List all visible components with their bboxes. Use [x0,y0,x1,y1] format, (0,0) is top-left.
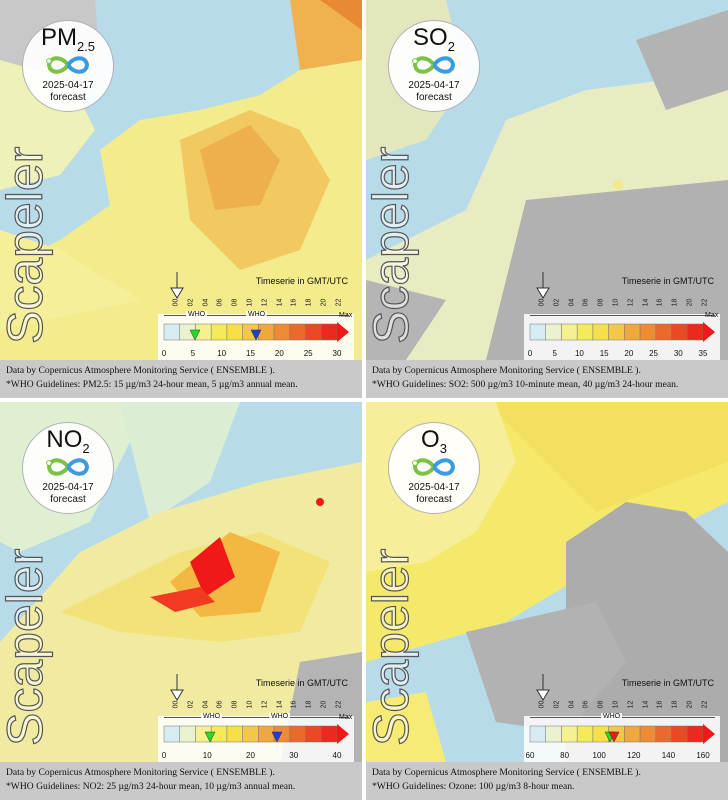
who-marker-blue-icon [271,731,283,743]
data-source-footer: Data by Copernicus Atmosphere Monitoring… [0,360,362,398]
legend-tick-label: 40 [332,751,342,760]
legend-tick-label: 35 [698,349,708,358]
pollution-map [366,402,728,762]
svg-text:Scapeler: Scapeler [2,147,53,344]
data-source-text: Data by Copernicus Atmosphere Monitoring… [372,767,641,778]
legend-tick-label: 30 [332,349,342,358]
scapeler-infinity-logo-icon [412,458,456,476]
legend-tick-label: 5 [552,349,557,358]
forecast-label: forecast [416,92,452,103]
forecast-map-panel: Scapeler SO2 2025-04-17 forecast Timeser… [366,0,728,398]
arrow-down-icon [536,674,550,701]
legend-tick-label: 0 [161,751,167,760]
pollutant-title: PM2.5 [40,24,96,55]
scapeler-watermark: Scapeler [368,548,420,747]
legend-tick-label: 15 [246,349,255,358]
color-scale-legend [163,322,349,342]
who-marker-green-icon [204,731,216,743]
who-label: WHO [601,713,623,720]
timeline-line [530,315,715,316]
who-label: WHO [186,311,208,318]
legend-tick-label: 0 [161,349,167,358]
timeserie-label: Timeserie in GMT/UTC [255,276,348,286]
forecast-date: 2025-04-17 [42,482,94,493]
color-scale-legend [163,724,349,744]
legend-tick-label: 25 [649,349,659,358]
timeserie-label: Timeserie in GMT/UTC [255,678,348,688]
arrow-down-icon [170,674,184,701]
timeserie-label: Timeserie in GMT/UTC [621,276,714,286]
pollutant-title: SO2 [413,24,455,55]
legend-tick-label: 5 [190,349,196,358]
data-source-footer: Data by Copernicus Atmosphere Monitoring… [366,360,728,398]
legend-tick-label: 30 [673,349,683,358]
legend-tick-label: 20 [274,349,284,358]
forecast-badge: O3 2025-04-17 forecast [388,422,480,514]
legend-tick-label: 30 [289,751,299,760]
forecast-label: forecast [50,494,86,505]
legend-tick-label: 20 [624,349,634,358]
scapeler-watermark: Scapeler [2,548,54,747]
who-guidelines-text: *WHO Guidelines: Ozone: 100 µg/m3 8-hour… [372,781,575,792]
data-source-text: Data by Copernicus Atmosphere Monitoring… [6,365,275,376]
who-label: WHO [201,713,223,720]
data-source-footer: Data by Copernicus Atmosphere Monitoring… [366,762,728,800]
legend-tick-label: 160 [696,751,710,760]
who-guidelines-text: *WHO Guidelines: SO2: 500 µg/m3 10-minut… [372,379,679,390]
max-label: Max [705,312,719,319]
timeline-line [530,717,715,718]
arrow-down-icon [536,272,550,299]
forecast-date: 2025-04-17 [408,482,460,493]
forecast-badge: SO2 2025-04-17 forecast [388,20,480,112]
legend-tick-label: 140 [661,751,676,760]
who-label: WHO [269,713,291,720]
forecast-map-panel: Scapeler O3 2025-04-17 forecast Timeseri… [366,402,728,800]
scapeler-watermark: Scapeler [2,146,54,345]
forecast-badge: PM2.5 2025-04-17 forecast [22,20,114,112]
scapeler-watermark: Scapeler [368,146,420,345]
forecast-date: 2025-04-17 [408,80,460,91]
max-label: Max [339,714,353,721]
color-scale-legend [529,322,715,342]
forecast-label: forecast [50,92,86,103]
scapeler-infinity-logo-icon [412,56,456,74]
timeserie-label: Timeserie in GMT/UTC [621,678,714,688]
legend-tick-label: 20 [246,751,255,760]
legend-tick-label: 25 [303,349,313,358]
forecast-date: 2025-04-17 [42,80,94,91]
pollutant-title: O3 [421,426,447,457]
timeline-line [164,717,349,718]
data-source-text: Data by Copernicus Atmosphere Monitoring… [372,365,641,376]
data-source-text: Data by Copernicus Atmosphere Monitoring… [6,767,275,778]
who-marker-blue-icon [250,329,262,341]
max-label: Max [339,312,353,319]
legend-tick-label: 80 [560,751,570,760]
who-label: WHO [246,311,268,318]
scapeler-infinity-logo-icon [46,56,90,74]
data-source-footer: Data by Copernicus Atmosphere Monitoring… [0,762,362,800]
who-guidelines-text: *WHO Guidelines: NO2: 25 µg/m3 24-hour m… [6,781,296,792]
who-marker-red-icon [608,731,620,743]
legend-tick-label: 10 [217,349,227,358]
svg-text:Scapeler: Scapeler [2,549,53,746]
arrow-down-icon [170,272,184,299]
who-guidelines-text: *WHO Guidelines: PM2.5: 15 µg/m3 24-hour… [6,379,298,390]
scapeler-infinity-logo-icon [46,458,90,476]
forecast-map-panel: Scapeler PM2.5 2025-04-17 forecast Times… [0,0,362,398]
legend-tick-label: 60 [525,751,535,760]
legend-tick-label: 100 [592,751,606,760]
forecast-label: forecast [416,494,452,505]
forecast-badge: NO2 2025-04-17 forecast [22,422,114,514]
color-scale-legend [529,724,715,744]
forecast-map-panel: Scapeler NO2 2025-04-17 forecast Timeser… [0,402,362,800]
svg-text:Scapeler: Scapeler [368,549,419,746]
legend-tick-label: 120 [627,751,641,760]
legend-tick-label: 0 [527,349,533,358]
who-marker-green-icon [189,329,201,341]
svg-text:Scapeler: Scapeler [368,147,419,344]
legend-tick-label: 10 [574,349,584,358]
legend-tick-label: 15 [599,349,609,358]
legend-tick-label: 10 [202,751,212,760]
pollutant-title: NO2 [46,426,90,457]
